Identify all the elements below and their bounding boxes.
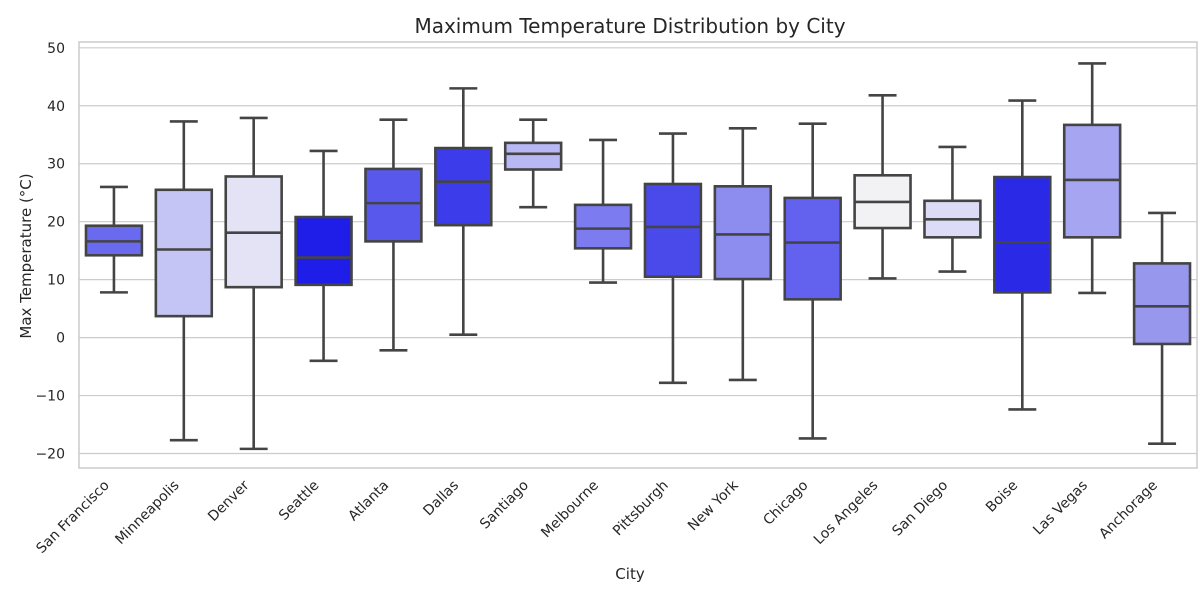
- box-seattle: [294, 149, 353, 363]
- y-tick-label: 50: [47, 41, 65, 57]
- x-axis-label: City: [615, 565, 645, 583]
- y-tick-label: 10: [47, 273, 65, 289]
- iqr-box: [154, 188, 214, 318]
- y-tick-label: 0: [56, 331, 65, 347]
- box-minneapolis: [154, 120, 214, 442]
- x-tick-label: San Diego: [889, 478, 951, 540]
- box-boise: [993, 99, 1052, 411]
- iqr-box: [993, 175, 1052, 294]
- x-tick-label: San Francisco: [33, 478, 112, 557]
- x-tick-label: Anchorage: [1096, 478, 1161, 543]
- plot-frame: [78, 41, 1198, 469]
- y-tick-label: 20: [47, 215, 65, 231]
- y-tick-label: 40: [47, 99, 65, 115]
- y-tick-labels: −20 −10 0 10 20 30 40 50: [35, 41, 65, 463]
- box-pittsburgh: [643, 132, 703, 385]
- chart-title: Maximum Temperature Distribution by City: [414, 14, 845, 38]
- box-melbourne: [573, 138, 633, 284]
- x-tick-label: Pittsburgh: [610, 478, 672, 540]
- box-new-york: [713, 127, 773, 382]
- x-tick-label: Seattle: [276, 478, 322, 524]
- x-tick-label: Santiago: [477, 478, 532, 533]
- box-chicago: [783, 122, 842, 440]
- iqr-box: [713, 185, 773, 281]
- iqr-box: [783, 196, 842, 301]
- box-anchorage: [1132, 211, 1192, 445]
- iqr-box: [503, 141, 563, 171]
- iqr-box: [434, 146, 493, 227]
- box-santiago: [503, 118, 563, 209]
- y-tick-label: 30: [47, 157, 65, 173]
- iqr-box: [643, 182, 703, 279]
- x-tick-label: Chicago: [760, 478, 811, 529]
- box-las-vegas: [1062, 62, 1122, 295]
- x-tick-label: Las Vegas: [1030, 478, 1091, 539]
- iqr-box: [573, 203, 633, 250]
- x-tick-label: Boise: [983, 478, 1021, 516]
- x-tick-label: Atlanta: [345, 478, 392, 525]
- x-tick-label: Denver: [205, 477, 252, 524]
- box-series: [84, 62, 1192, 451]
- box-los-angeles: [853, 94, 912, 280]
- x-tick-label: Dallas: [420, 478, 462, 520]
- x-tick-label: Melbourne: [538, 478, 602, 542]
- x-tick-label: Minneapolis: [112, 478, 182, 548]
- y-tick-label: −20: [35, 447, 65, 463]
- iqr-box: [364, 167, 423, 243]
- box-san-francisco: [84, 185, 144, 294]
- iqr-box: [294, 215, 353, 287]
- box-denver: [224, 116, 283, 451]
- box-atlanta: [364, 118, 423, 352]
- x-tick-label: Los Angeles: [811, 478, 881, 548]
- box-dallas: [434, 87, 493, 336]
- x-tick-label: New York: [685, 477, 742, 534]
- y-tick-label: −10: [35, 389, 65, 405]
- x-tick-labels: San Francisco Minneapolis Denver Seattle Atl…: [33, 477, 1160, 557]
- box-san-diego: [923, 145, 982, 273]
- y-axis-label: Max Temperature (°C): [17, 173, 35, 338]
- iqr-box: [1132, 262, 1192, 346]
